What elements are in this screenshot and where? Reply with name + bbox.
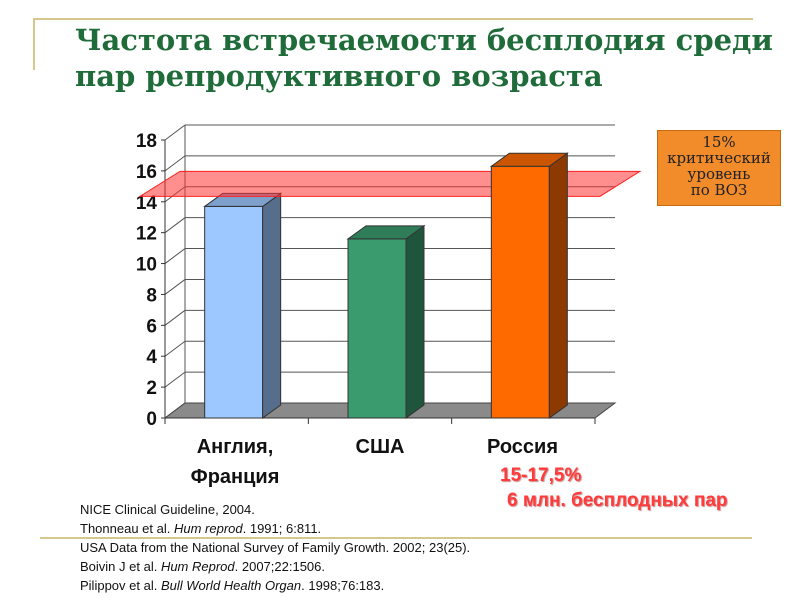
bar-top <box>346 225 426 240</box>
bar-top <box>489 152 569 167</box>
russia-range-note: 15-17,5% <box>500 465 582 486</box>
y-tick-label: 14 <box>136 193 158 214</box>
y-tick-label: 12 <box>136 224 157 245</box>
slide-title: Частота встречаемости бесплодия среди па… <box>75 22 775 94</box>
references-list: NICE Clinical Guideline, 2004. Thonneau … <box>80 500 470 595</box>
category-label-line: США <box>355 436 405 458</box>
gridline-diagonal <box>164 248 186 264</box>
who-box-line-1: 15% <box>702 133 736 151</box>
bar-side <box>262 192 282 419</box>
decorative-top-line <box>33 18 753 20</box>
gridline-diagonal <box>164 340 186 357</box>
bar <box>490 165 550 419</box>
category-label-line: Франция <box>190 466 280 488</box>
gridline-diagonal <box>164 279 186 295</box>
reference-item: Pilippov et al. Bull World Health Organ.… <box>80 578 385 593</box>
y-tick-label: 2 <box>146 378 157 399</box>
category-label-usa: США <box>330 432 430 462</box>
who-box-line-4: по ВОЗ <box>690 181 748 199</box>
category-label-line: Англия, <box>196 436 274 458</box>
category-label-line: Россия <box>486 436 558 458</box>
decorative-bottom-line <box>40 537 752 539</box>
who-threshold-box: 15% критический уровень по ВОЗ <box>657 130 781 206</box>
y-tick-label: 18 <box>136 131 157 152</box>
category-label-england-france: Англия, Франция <box>170 432 300 492</box>
bar <box>204 205 264 419</box>
bar-side <box>405 224 425 419</box>
reference-item: NICE Clinical Guideline, 2004. <box>80 502 255 517</box>
y-tick-label: 8 <box>146 285 157 306</box>
gridline-diagonal <box>164 309 186 326</box>
gridline-diagonal <box>164 371 186 388</box>
y-tick-label: 16 <box>136 162 157 183</box>
russia-couples-note: 6 млн. бесплодных пар <box>507 490 728 511</box>
y-tick-label: 10 <box>136 255 157 276</box>
bar-side <box>548 152 568 419</box>
category-label-russia: Россия <box>470 432 575 462</box>
gridline-diagonal <box>164 217 186 234</box>
reference-item: Boivin J et al. Hum Reprod. 2007;22:1506… <box>80 559 325 574</box>
gridline-diagonal <box>164 124 186 141</box>
reference-item: USA Data from the National Survey of Fam… <box>80 540 471 555</box>
who-box-line-2: критический <box>667 149 771 167</box>
who-box-line-3: уровень <box>687 165 751 183</box>
y-tick-label: 4 <box>146 347 157 368</box>
y-tick-label: 0 <box>146 409 157 430</box>
title-line-1: Частота встречаемости бесплодия среди <box>75 23 773 57</box>
reference-item: Thonneau et al. Hum reprod. 1991; 6:811. <box>80 521 322 536</box>
title-line-2: пар репродуктивного возраста <box>75 59 603 93</box>
gridline-diagonal <box>164 155 186 172</box>
bar <box>347 238 407 419</box>
y-tick-label: 6 <box>146 316 157 337</box>
decorative-vertical-line <box>33 18 35 70</box>
